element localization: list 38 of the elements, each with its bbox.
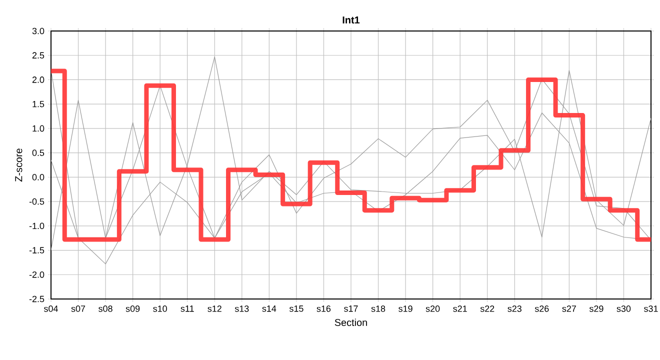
y-tick-label: -0.5 — [29, 198, 44, 205]
y-tick-label: -2.0 — [29, 271, 44, 278]
x-tick-label: s22 — [480, 306, 494, 312]
x-tick-label: s08 — [98, 306, 112, 312]
x-tick-label: s31 — [644, 306, 658, 312]
y-tick-label: 1.5 — [32, 100, 44, 108]
x-tick-label: s23 — [508, 306, 522, 312]
chart-title: Int1 — [342, 16, 360, 24]
y-tick-label: 0.5 — [32, 150, 44, 156]
x-tick-label: s26 — [534, 306, 549, 312]
y-axis-title: Z-score — [15, 148, 22, 182]
x-tick-label: s18 — [371, 306, 386, 312]
x-tick-label: s15 — [289, 306, 304, 312]
x-tick-label: s29 — [589, 306, 604, 312]
x-tick-label: s21 — [453, 306, 467, 312]
y-tick-label: 2.5 — [32, 52, 44, 59]
y-tick-label: 0.0 — [32, 174, 44, 180]
x-tick-label: s19 — [398, 306, 412, 312]
x-tick-label: s07 — [71, 306, 86, 312]
x-tick-label: s27 — [562, 306, 576, 312]
x-tick-label: s20 — [426, 306, 440, 312]
x-tick-label: s14 — [262, 306, 276, 312]
x-tick-label: s11 — [180, 306, 194, 312]
y-tick-label: 2.0 — [32, 76, 44, 83]
x-axis-title: Section — [334, 318, 367, 326]
x-tick-label: s09 — [126, 306, 140, 312]
y-tick-label: -1.5 — [29, 247, 44, 254]
x-tick-label: s30 — [616, 306, 631, 312]
y-tick-label: -2.5 — [29, 296, 44, 302]
y-tick-label: -1.0 — [29, 222, 44, 230]
x-tick-label: s12 — [208, 306, 222, 312]
x-tick-label: s16 — [316, 306, 331, 312]
y-tick-label: 1.0 — [32, 125, 44, 132]
y-tick-label: 3.0 — [32, 28, 44, 34]
x-tick-label: s13 — [234, 306, 249, 312]
x-tick-label: s04 — [44, 306, 58, 312]
x-tick-label: s17 — [344, 306, 358, 312]
x-tick-label: s10 — [153, 306, 167, 312]
